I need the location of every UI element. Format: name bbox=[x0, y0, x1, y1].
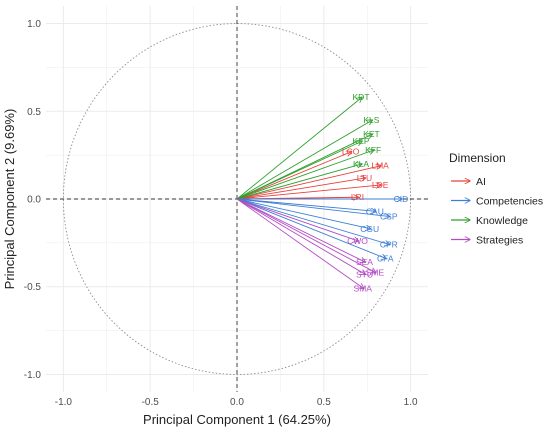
legend: Dimension AI Competencies Knowledge Strateg… bbox=[449, 151, 543, 247]
vector-csp bbox=[236, 198, 390, 217]
label-cid: CID bbox=[394, 194, 409, 204]
x-tick-label: 1.0 bbox=[404, 397, 418, 408]
y-tick-label: 0.0 bbox=[27, 195, 41, 206]
variable-vectors bbox=[236, 97, 402, 288]
vector-kla bbox=[236, 164, 362, 200]
label-cpr: CPR bbox=[380, 240, 398, 250]
vector-kep bbox=[236, 141, 362, 200]
label-cwo: CWO bbox=[347, 236, 368, 246]
x-axis-title: Principal Component 1 (64.25%) bbox=[143, 412, 331, 427]
label-kdt: KDT bbox=[353, 92, 370, 102]
label-lma: LMA bbox=[371, 161, 389, 171]
y-tick-label: -0.5 bbox=[24, 282, 42, 293]
x-tick-label: -0.5 bbox=[142, 397, 160, 408]
label-stu: STU bbox=[356, 269, 373, 279]
y-tick-label: 0.5 bbox=[27, 107, 41, 118]
vector-ltu bbox=[236, 178, 365, 200]
legend-label-ai: AI bbox=[476, 176, 486, 188]
y-tick-label: 1.0 bbox=[27, 19, 41, 30]
vector-cau bbox=[236, 198, 376, 211]
label-lco: LCO bbox=[342, 147, 360, 157]
x-tick-label: 0.5 bbox=[317, 397, 331, 408]
label-sma: SMA bbox=[354, 283, 373, 293]
vector-sme bbox=[236, 198, 376, 273]
legend-title: Dimension bbox=[449, 151, 506, 165]
y-axis-title: Principal Component 2 (9.69%) bbox=[2, 109, 17, 290]
legend-label-knowledge: Knowledge bbox=[476, 215, 528, 227]
vector-stu bbox=[236, 198, 365, 274]
label-lde: LDE bbox=[372, 180, 389, 190]
tick-labels: -1.0 -0.5 0.0 0.5 1.0 -1.0 -0.5 0.0 0.5 1.0 bbox=[24, 19, 418, 408]
vector-lde bbox=[236, 185, 381, 200]
vector-kls bbox=[236, 120, 372, 200]
label-sea: SEA bbox=[356, 257, 373, 267]
label-kls: KLS bbox=[363, 115, 379, 125]
legend-label-competencies: Competencies bbox=[476, 196, 543, 208]
vector-cgu bbox=[236, 198, 371, 229]
label-cau: CAU bbox=[366, 206, 384, 216]
label-sme: SME bbox=[366, 268, 385, 278]
x-tick-label: 0.0 bbox=[230, 397, 244, 408]
vector-sea bbox=[236, 198, 365, 262]
label-ltu: LTU bbox=[357, 173, 372, 183]
label-ket: KET bbox=[363, 129, 380, 139]
label-cfa: CFA bbox=[377, 254, 394, 264]
label-lri: LRI bbox=[351, 192, 364, 202]
x-tick-label: -1.0 bbox=[55, 397, 73, 408]
y-tick-label: -1.0 bbox=[24, 370, 42, 381]
vector-sma bbox=[236, 198, 364, 288]
vector-cfa bbox=[236, 198, 386, 259]
vector-kff bbox=[236, 150, 374, 200]
vector-cpr bbox=[236, 198, 390, 245]
label-kep: KEP bbox=[353, 136, 370, 146]
vector-cwo bbox=[236, 198, 359, 241]
label-cgu: CGU bbox=[360, 224, 379, 234]
label-kla: KLA bbox=[353, 159, 369, 169]
vector-lma bbox=[236, 166, 381, 200]
legend-label-strategies: Strategies bbox=[476, 235, 523, 247]
vector-kdt bbox=[236, 97, 362, 200]
vector-lco bbox=[236, 152, 352, 200]
label-kff: KFF bbox=[365, 145, 381, 155]
label-csp: CSP bbox=[380, 212, 398, 222]
